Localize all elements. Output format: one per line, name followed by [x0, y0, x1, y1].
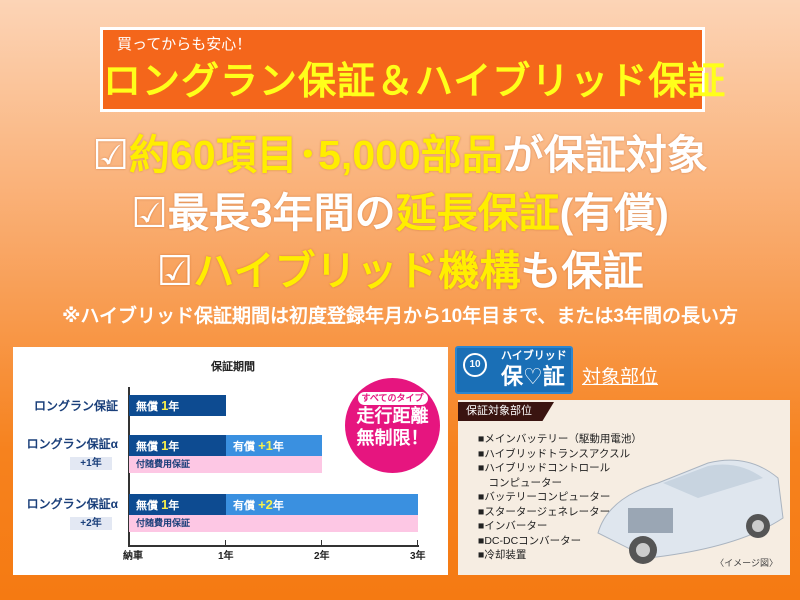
- list-item: ■冷却装置: [478, 549, 527, 561]
- unlimited-mileage-badge: すべてのタイプ 走行距離 無制限！: [345, 378, 440, 473]
- free-period-bar: 無償 1年: [129, 435, 226, 456]
- check-icon: ☑: [156, 248, 194, 294]
- free-period-bar: 無償 1年: [129, 494, 226, 515]
- list-item: コンピューター: [478, 476, 562, 489]
- point-1-highlight: 約60項目･5,000部品: [129, 132, 503, 178]
- logo-top: ハイブリッド: [501, 350, 567, 362]
- car-illustration: [597, 459, 784, 564]
- panel-label: 保証対象部位: [458, 402, 554, 421]
- ribbon-icon: 10: [463, 353, 487, 377]
- list-item: ■ハイブリッドトランスアクスル: [478, 447, 631, 460]
- badge-line-1: 走行距離: [356, 406, 429, 426]
- paid-period-bar: 有償 +1年: [226, 435, 322, 456]
- target-parts-link[interactable]: 対象部位: [582, 367, 659, 388]
- list-item: ■スタータージェネレーター: [478, 505, 611, 518]
- row-tag: +2年: [70, 517, 112, 530]
- logo-main: 保♡証: [501, 364, 565, 389]
- point-2: ☑最長3年間の延長保証(有償): [0, 188, 800, 238]
- point-3-text: も保証: [520, 248, 644, 294]
- target-parts-panel: 保証対象部位 ■メインバッテリー（駆動用電池） ■ハイブリッドトランスアクスル …: [458, 400, 790, 575]
- list-item: ■バッテリーコンピューター: [478, 491, 611, 503]
- point-1-text: が保証対象: [502, 132, 708, 178]
- footnote: ※ハイブリッド保証期間は初度登録年月から10年目まで、または3年間の長い方: [61, 306, 739, 327]
- list-item: ■インバーター: [478, 520, 548, 532]
- point-2-text: 最長3年間の: [167, 190, 396, 236]
- badge-top: すべてのタイプ: [357, 392, 428, 405]
- list-item: ■DC-DCコンバーター: [478, 534, 582, 547]
- chart-title: 保証期間: [211, 361, 255, 373]
- list-item: ■メインバッテリー（駆動用電池）: [478, 433, 642, 445]
- check-icon: ☑: [92, 132, 130, 178]
- point-3: ☑ハイブリッド機構も保証: [0, 246, 800, 296]
- point-1: ☑約60項目･5,000部品が保証対象: [0, 130, 800, 180]
- row-tag: +1年: [70, 457, 112, 470]
- badge-line-2: 無制限！: [356, 428, 429, 448]
- row-label: ロングラン保証: [33, 399, 118, 413]
- list-item: ■ハイブリッドコントロール: [478, 462, 611, 474]
- hybrid-warranty-logo: 10 ハイブリッド 保♡証: [455, 346, 573, 394]
- tick-mark: [321, 540, 322, 546]
- x-axis: [128, 545, 419, 547]
- header-title: ロングラン保証＆ハイブリッド保証: [103, 61, 727, 103]
- header-subtitle: 買ってからも安心！: [117, 36, 252, 53]
- tick-label: 納車: [123, 551, 143, 562]
- tick-label: 3年: [410, 551, 426, 562]
- free-period-bar: 無償 1年: [129, 395, 226, 416]
- tick-mark: [417, 540, 418, 546]
- target-parts-list: ■メインバッテリー（駆動用電池） ■ハイブリッドトランスアクスル ■ハイブリッド…: [478, 432, 642, 563]
- paid-period-bar: 有償 +2年: [226, 494, 418, 515]
- tick-label: 1年: [218, 551, 234, 562]
- tick-mark: [225, 540, 226, 546]
- header-box: 買ってからも安心！ ロングラン保証＆ハイブリッド保証: [100, 27, 727, 112]
- row-label: ロングラン保証α: [26, 497, 118, 511]
- image-caption: 〈イメージ図〉: [715, 558, 778, 568]
- row-label: ロングラン保証α: [26, 437, 118, 451]
- tick-label: 2年: [314, 551, 330, 562]
- point-3-highlight: ハイブリッド機構: [193, 248, 521, 294]
- extra-coverage-bar: 付随費用保証: [129, 515, 418, 532]
- extra-coverage-bar: 付随費用保証: [129, 456, 322, 473]
- point-2-suffix: (有償): [559, 190, 669, 236]
- point-2-highlight: 延長保証: [395, 190, 560, 236]
- check-icon: ☑: [131, 190, 168, 236]
